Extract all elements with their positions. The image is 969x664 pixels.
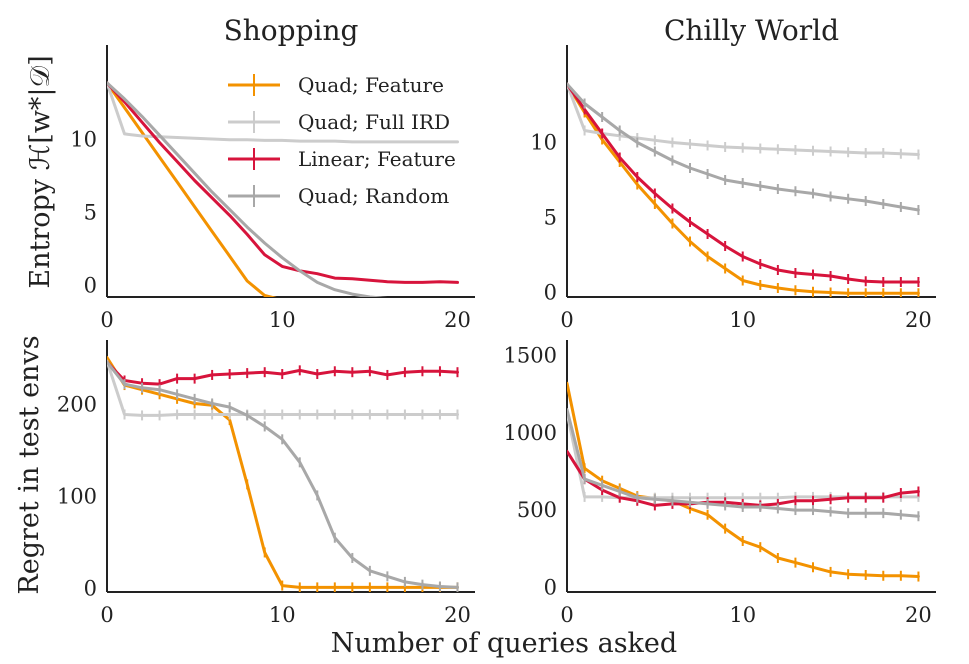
y-tick-label: 0 — [544, 281, 557, 305]
x-tick-label: 0 — [100, 308, 113, 332]
x-tick-label: 20 — [444, 603, 471, 627]
legend: Quad; Feature Quad; Full IRD Linear; Fea… — [228, 73, 456, 208]
y-tick-label: 0 — [84, 576, 97, 600]
plot-area — [107, 356, 459, 592]
legend-entry-linear-feature: Linear; Feature — [228, 147, 456, 171]
legend-label: Quad; Random — [298, 184, 449, 208]
series-line-quad-full-ird — [107, 81, 459, 144]
y-tick-label: 0 — [544, 575, 557, 599]
legend-label: Quad; Full IRD — [298, 110, 450, 134]
legend-label: Linear; Feature — [298, 147, 456, 171]
panel-chilly-entropy: Chilly World 0 10 20 0 5 10 — [530, 14, 936, 332]
series-line-quad-random — [107, 81, 388, 297]
panel-shopping-entropy: Shopping 0 10 20 0 5 10 — [70, 14, 475, 332]
x-tick-label: 10 — [729, 603, 756, 627]
series-line-quad-feature — [567, 381, 920, 578]
panel-chilly-regret: 0 10 20 0 500 1000 1500 — [504, 340, 936, 627]
y-tick-label: 5 — [544, 206, 557, 230]
y-axis-label-regret: Regret in test envs — [14, 335, 45, 594]
x-tick-label: 0 — [100, 603, 113, 627]
y-tick-label: 100 — [57, 484, 97, 508]
panel-title: Shopping — [224, 14, 359, 47]
y-tick-label: 200 — [57, 392, 97, 416]
legend-entry-quad-feature: Quad; Feature — [228, 73, 444, 97]
y-tick-label: 1500 — [504, 343, 557, 367]
x-tick-label: 0 — [560, 603, 573, 627]
legend-label: Quad; Feature — [298, 73, 444, 97]
series-line-linear-feature — [107, 81, 459, 284]
y-tick-label: 0 — [84, 273, 97, 297]
y-axis-label-entropy: Entropy ℋ[w*|𝒟] — [25, 55, 56, 288]
y-tick-label: 10 — [530, 131, 557, 155]
y-tick-label: 10 — [70, 128, 97, 152]
x-tick-label: 20 — [444, 308, 471, 332]
legend-entry-quad-random: Quad; Random — [228, 184, 449, 208]
y-tick-label: 1000 — [504, 421, 557, 445]
x-tick-label: 10 — [269, 603, 296, 627]
x-tick-label: 20 — [905, 308, 932, 332]
plot-area — [107, 81, 459, 297]
legend-entry-quad-full-ird: Quad; Full IRD — [228, 110, 450, 134]
series-line-quad-feature — [107, 81, 277, 297]
x-tick-label: 20 — [905, 603, 932, 627]
x-axis-label: Number of queries asked — [331, 628, 677, 659]
x-tick-label: 10 — [269, 308, 296, 332]
x-tick-label: 10 — [729, 308, 756, 332]
y-tick-label: 5 — [84, 201, 97, 225]
series-line-quad-feature — [567, 82, 920, 295]
plot-area — [567, 381, 920, 582]
x-tick-label: 0 — [560, 308, 573, 332]
panel-title: Chilly World — [664, 14, 839, 47]
plot-area — [567, 82, 920, 297]
y-tick-label: 500 — [517, 498, 557, 522]
